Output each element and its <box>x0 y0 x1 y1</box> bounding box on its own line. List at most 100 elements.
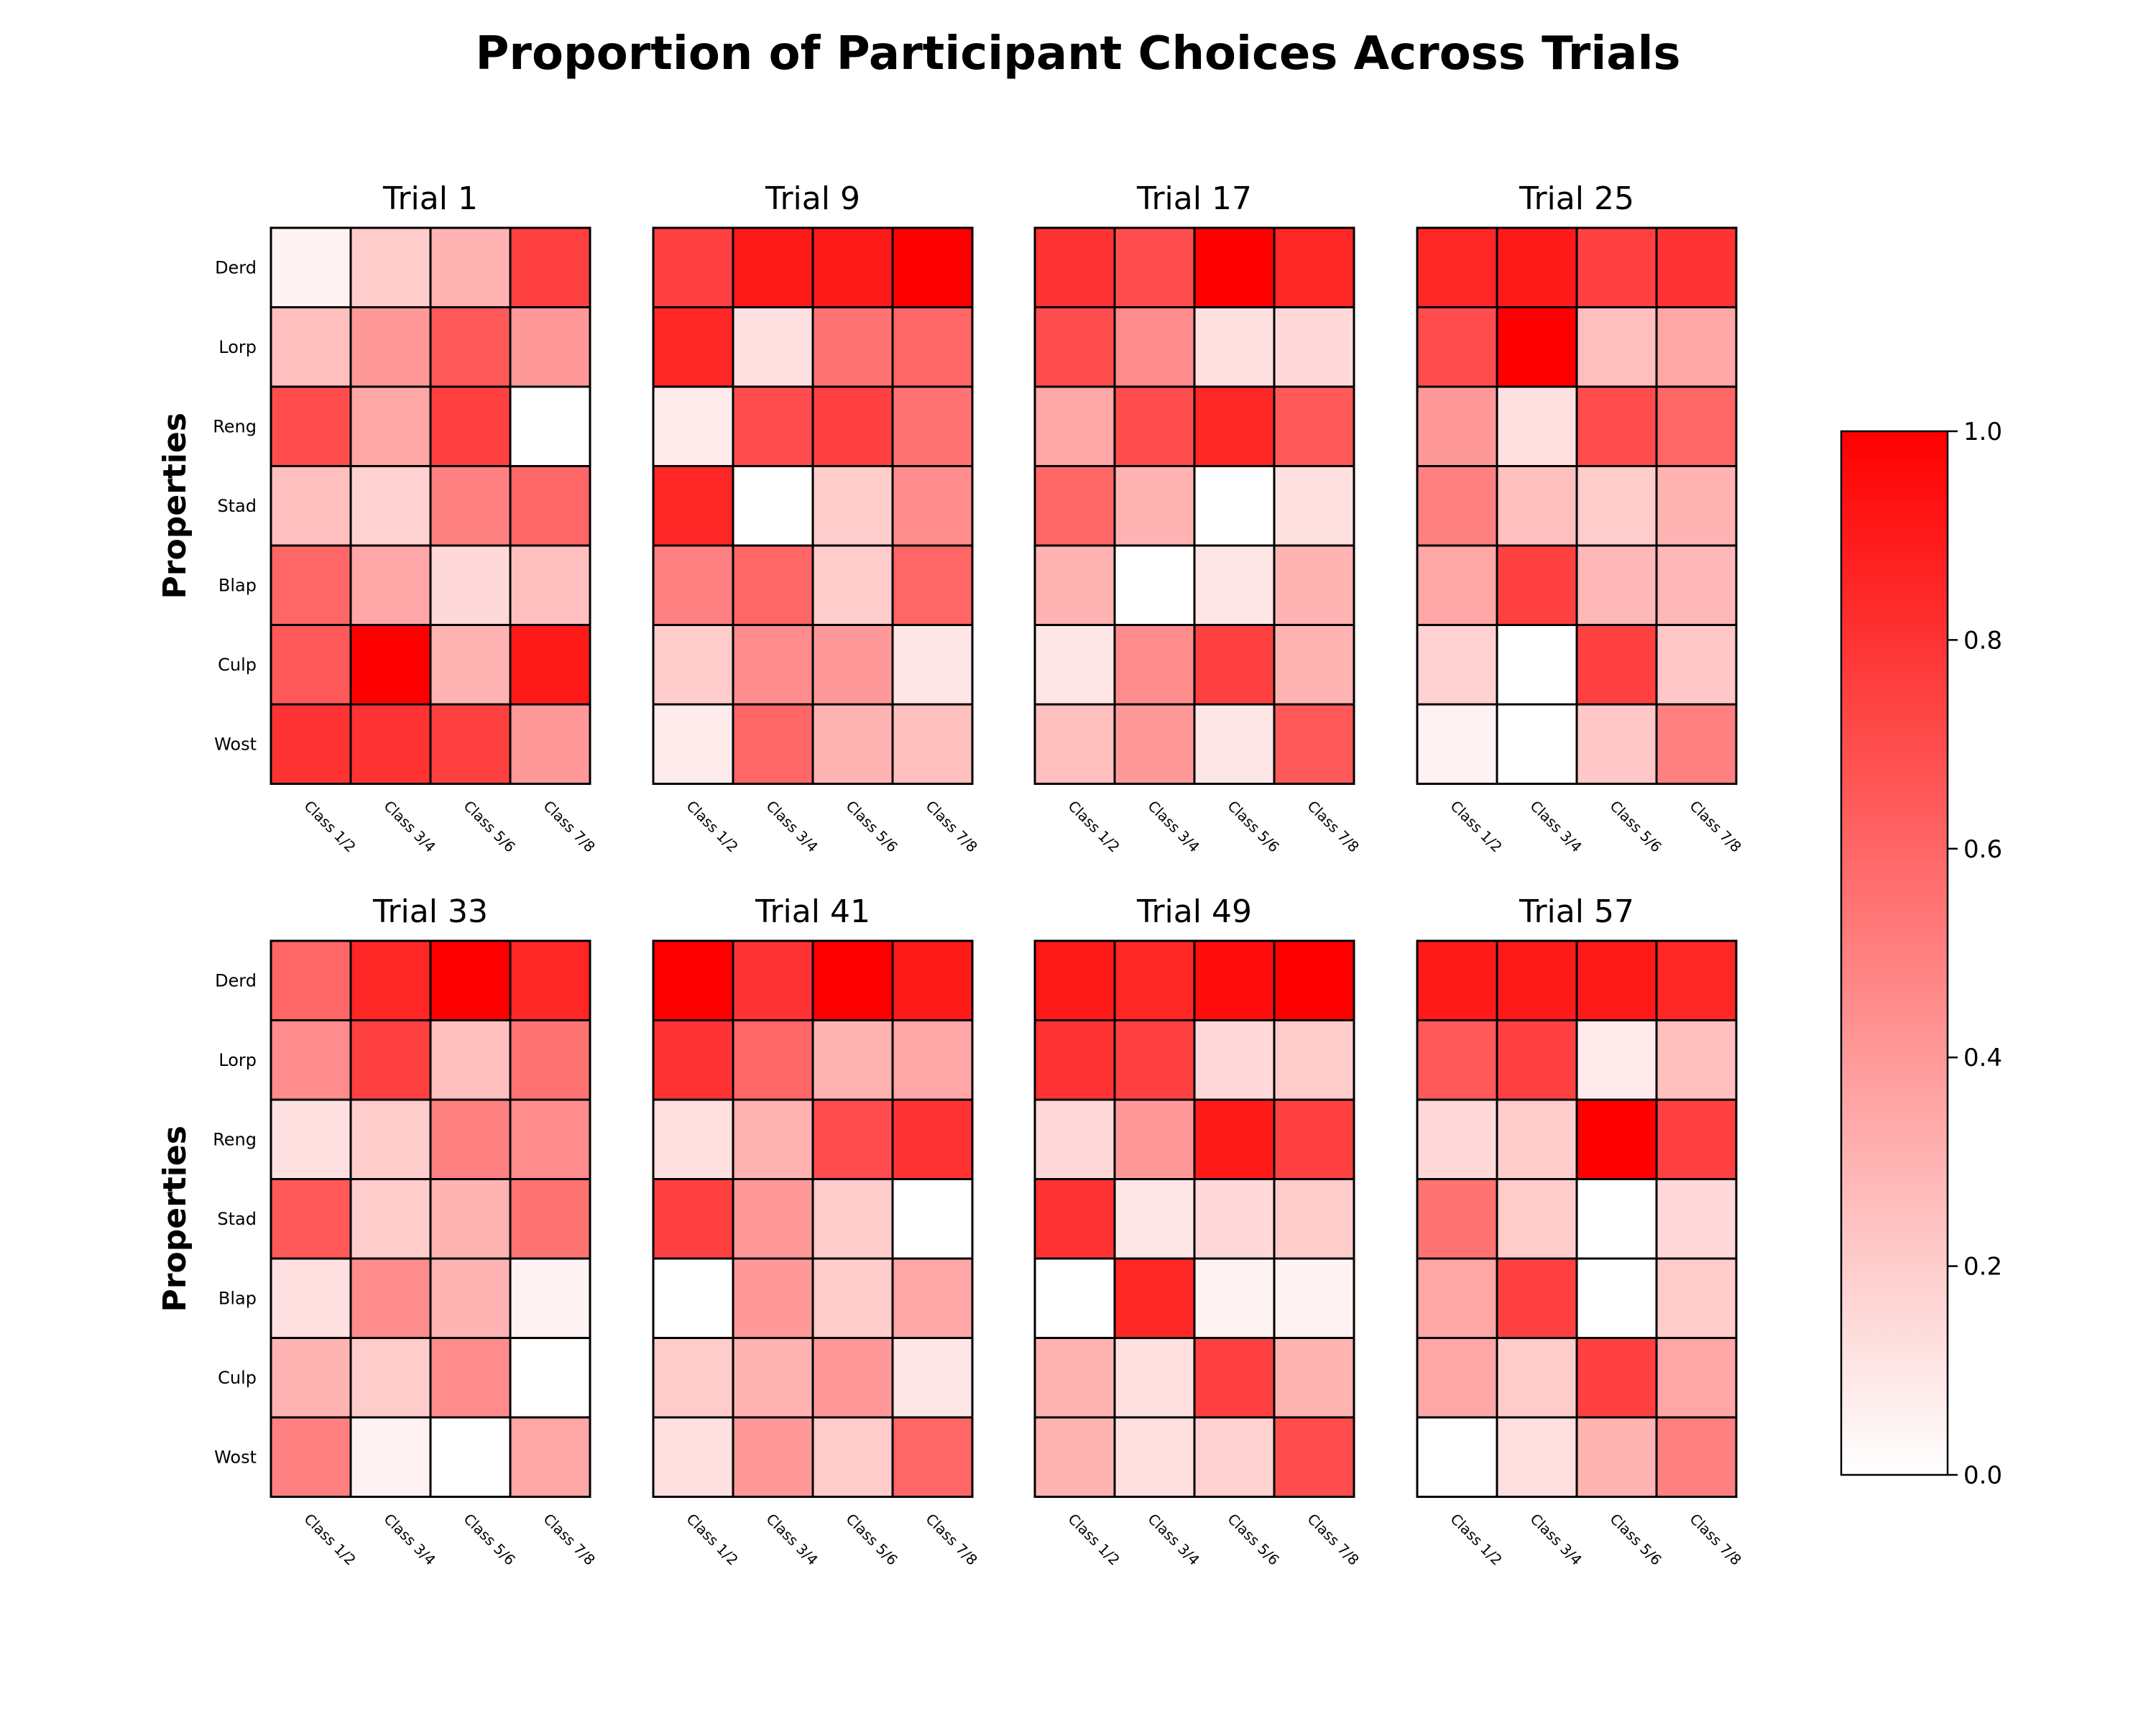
heatmap-cell <box>349 226 432 308</box>
heatmap-cell <box>1496 306 1578 388</box>
heatmap-cell <box>1416 1337 1498 1419</box>
heatmap-cell <box>811 624 894 706</box>
heatmap-cell <box>509 1337 591 1419</box>
heatmap-cell <box>1575 624 1658 706</box>
heatmap-cell <box>429 1178 512 1260</box>
heatmap-cell <box>1113 226 1196 308</box>
heatmap-cell <box>1113 385 1196 467</box>
row-label: Lorp <box>218 1050 257 1070</box>
heatmap-cell <box>429 1257 512 1339</box>
row-label: Derd <box>215 257 257 277</box>
heatmap-cell <box>1575 1416 1658 1498</box>
heatmap-cell <box>732 1416 814 1498</box>
heatmap-cell <box>1496 1257 1578 1339</box>
heatmap-cell <box>349 1178 432 1260</box>
panel-title: Trial 1 <box>382 180 478 217</box>
row-label: Wost <box>214 1447 257 1467</box>
panel-title: Trial 41 <box>755 893 870 930</box>
heatmap-cell <box>652 1416 734 1498</box>
heatmap-cell <box>509 624 591 706</box>
heatmap-cell <box>652 1019 734 1101</box>
heatmap-cell <box>1193 544 1276 626</box>
panel-title: Trial 33 <box>372 893 488 930</box>
heatmap-cell <box>1496 703 1578 785</box>
heatmap-cell <box>1416 465 1498 547</box>
heatmap-cell <box>1193 1178 1276 1260</box>
heatmap-cell <box>429 306 512 388</box>
colorbar-tick-label: 0.8 <box>1963 626 2002 655</box>
heatmap-cell <box>509 544 591 626</box>
heatmap-cell <box>811 385 894 467</box>
heatmap-cell <box>270 939 352 1021</box>
heatmap-cell <box>1575 939 1658 1021</box>
heatmap-cell <box>811 1337 894 1419</box>
heatmap-cell <box>811 1178 894 1260</box>
heatmap-cell <box>1575 1178 1658 1260</box>
heatmap-cell <box>270 624 352 706</box>
heatmap-cell <box>1416 1178 1498 1260</box>
heatmap-cell <box>509 1178 591 1260</box>
heatmap-cell <box>509 1257 591 1339</box>
heatmap-cell <box>509 226 591 308</box>
heatmap-cell <box>1033 306 1116 388</box>
heatmap-cell <box>1416 385 1498 467</box>
heatmap-cell <box>429 939 512 1021</box>
heatmap-cell <box>509 306 591 388</box>
heatmap-cell <box>1193 1337 1276 1419</box>
heatmap-cell <box>509 703 591 785</box>
heatmap-cell <box>1193 465 1276 547</box>
heatmap-cell <box>1273 226 1355 308</box>
heatmap-cell <box>349 465 432 547</box>
heatmap-cell <box>1113 465 1196 547</box>
heatmap-cell <box>732 624 814 706</box>
heatmap-cell <box>1273 1416 1355 1498</box>
heatmap-cell <box>652 1098 734 1180</box>
heatmap-cell <box>811 465 894 547</box>
heatmap-cell <box>1575 306 1658 388</box>
heatmap-cell <box>732 1178 814 1260</box>
heatmap-cell <box>349 1019 432 1101</box>
heatmap-cell <box>270 1416 352 1498</box>
heatmap-cell <box>811 939 894 1021</box>
heatmap-cell <box>1655 544 1738 626</box>
heatmap-cell <box>891 1257 974 1339</box>
panel-title: Trial 49 <box>1136 893 1252 930</box>
heatmap-cell <box>1033 385 1116 467</box>
row-label: Culp <box>218 655 257 675</box>
heatmap-cell <box>270 385 352 467</box>
colorbar-tick-label: 0.6 <box>1963 835 2002 864</box>
heatmap-cell <box>1033 1257 1116 1339</box>
heatmap-cell <box>1193 226 1276 308</box>
heatmap-cell <box>732 465 814 547</box>
heatmap-cell <box>891 703 974 785</box>
heatmap-cell <box>1273 1257 1355 1339</box>
heatmap-cell <box>1496 624 1578 706</box>
heatmap-cell <box>1496 1416 1578 1498</box>
heatmap-cell <box>891 624 974 706</box>
heatmap-cell <box>429 1098 512 1180</box>
heatmap-cell <box>891 385 974 467</box>
heatmap-cell <box>1113 1257 1196 1339</box>
colorbar-tick-label: 0.4 <box>1963 1044 2002 1072</box>
heatmap-cell <box>1416 1416 1498 1498</box>
heatmap-cell <box>1575 544 1658 626</box>
heatmap-cell <box>429 1019 512 1101</box>
heatmap-cell <box>652 385 734 467</box>
heatmap-cell <box>1655 624 1738 706</box>
heatmap-cell <box>349 544 432 626</box>
heatmap-cell <box>270 1257 352 1339</box>
heatmap-cell <box>270 544 352 626</box>
heatmap-cell <box>270 1019 352 1101</box>
heatmap-cell <box>732 939 814 1021</box>
heatmap-cell <box>349 306 432 388</box>
heatmap-cell <box>891 1416 974 1498</box>
colorbar-ticks: 0.0 0.2 0.4 0.6 0.8 1.0 <box>1948 418 2002 1490</box>
heatmap-cell <box>349 385 432 467</box>
heatmap-cell <box>1575 1257 1658 1339</box>
heatmap-cell <box>349 624 432 706</box>
heatmap-cell <box>1193 624 1276 706</box>
panel-title: Trial 17 <box>1136 180 1252 217</box>
heatmap-cell <box>1655 1416 1738 1498</box>
